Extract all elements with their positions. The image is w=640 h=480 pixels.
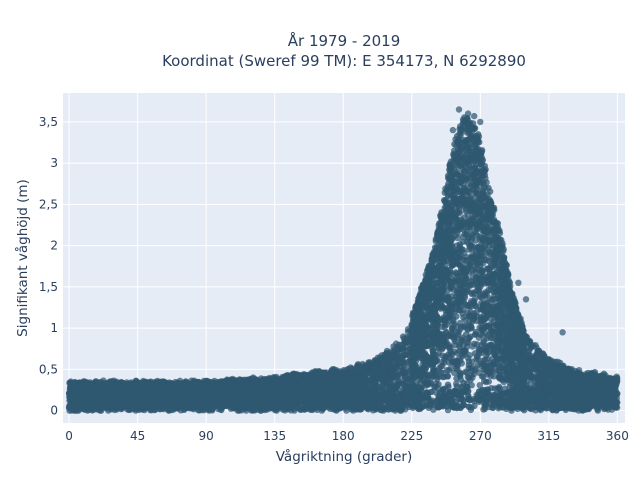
data-point bbox=[476, 382, 483, 389]
data-points bbox=[65, 106, 621, 414]
chart-title-line2: Koordinat (Sweref 99 TM): E 354173, N 62… bbox=[162, 52, 526, 70]
chart-title-line1: År 1979 - 2019 bbox=[288, 31, 401, 50]
